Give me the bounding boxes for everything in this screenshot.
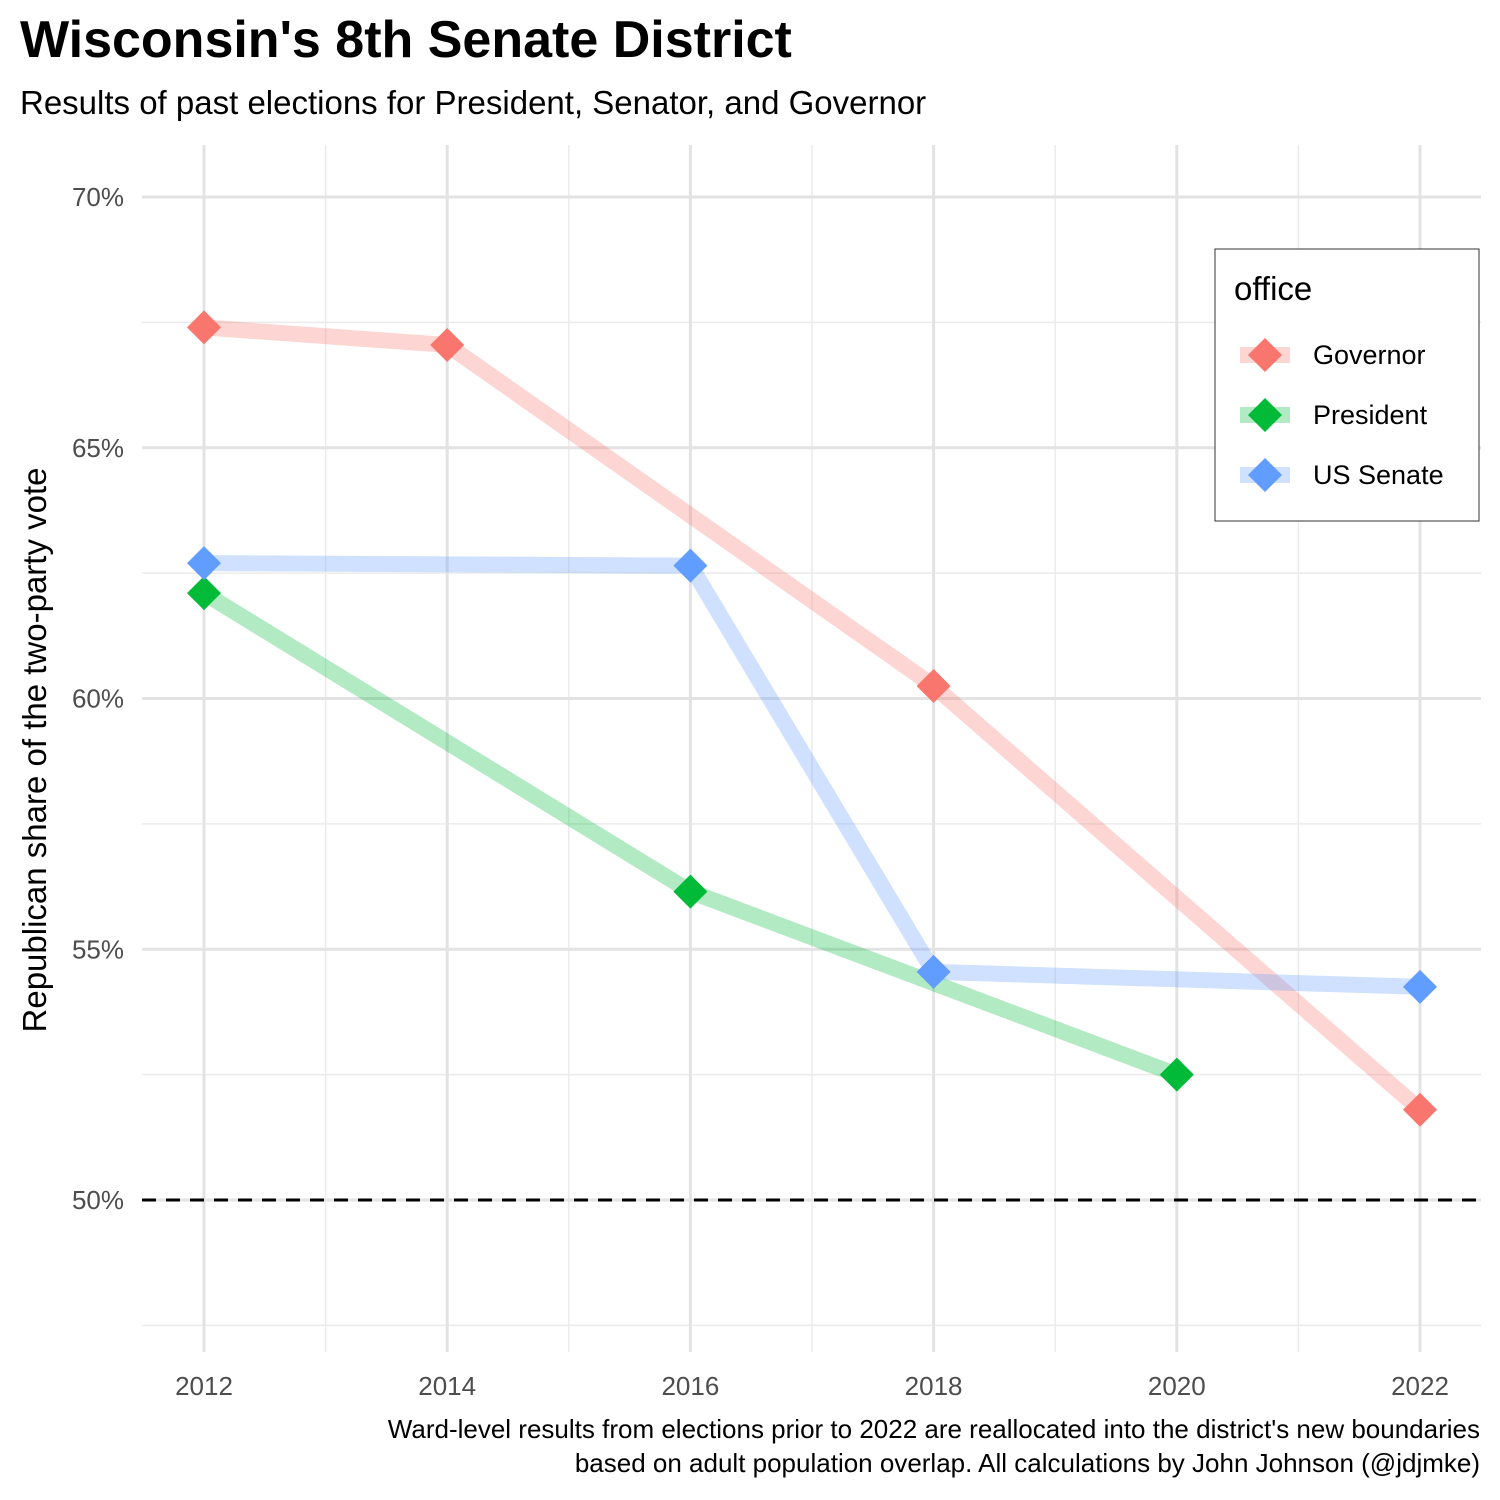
data-point-governor bbox=[1403, 1092, 1437, 1127]
series-line-us-senate bbox=[203, 555, 1421, 995]
data-point-us-senate bbox=[916, 954, 951, 989]
data-point-us-senate bbox=[1403, 969, 1437, 1004]
legend: office Governor President US Senate bbox=[1214, 248, 1480, 522]
data-point-president bbox=[1159, 1057, 1194, 1092]
y-axis-label: Republican share of the two-party vote bbox=[16, 468, 53, 1033]
y-tick-label: 65% bbox=[72, 433, 124, 463]
legend-key-marker-governor bbox=[1248, 338, 1282, 372]
y-tick-label: 70% bbox=[72, 182, 124, 212]
series-line-governor bbox=[203, 319, 1426, 1116]
x-tick-label: 2016 bbox=[661, 1371, 719, 1401]
data-point-president bbox=[187, 576, 221, 611]
data-point-us-senate bbox=[673, 548, 708, 583]
x-tick-label: 2018 bbox=[905, 1371, 963, 1401]
legend-title: office bbox=[1234, 270, 1312, 307]
legend-key-marker-president bbox=[1248, 398, 1282, 432]
x-tick-labels: 2012 2014 2016 2018 2020 2022 bbox=[175, 1371, 1449, 1401]
data-point-governor bbox=[430, 327, 465, 362]
y-tick-labels: 50% 55% 60% 65% 70% bbox=[72, 182, 124, 1215]
y-tick-label: 60% bbox=[72, 684, 124, 714]
legend-label-president: President bbox=[1313, 400, 1428, 430]
legend-items: Governor President US Senate bbox=[1240, 338, 1444, 492]
caption: Ward-level results from elections prior … bbox=[20, 1412, 1480, 1480]
chart-title: Wisconsin's 8th Senate District bbox=[20, 11, 792, 69]
x-tick-label: 2020 bbox=[1148, 1371, 1206, 1401]
legend-key-marker-us-senate bbox=[1248, 458, 1282, 492]
x-tick-label: 2022 bbox=[1391, 1371, 1449, 1401]
y-tick-label: 50% bbox=[72, 1185, 124, 1215]
legend-label-governor: Governor bbox=[1313, 340, 1426, 370]
y-tick-label: 55% bbox=[72, 934, 124, 964]
legend-label-us-senate: US Senate bbox=[1313, 460, 1444, 490]
caption-line-1: Ward-level results from elections prior … bbox=[387, 1414, 1480, 1444]
x-tick-label: 2012 bbox=[175, 1371, 233, 1401]
data-point-governor bbox=[187, 310, 221, 345]
series-points bbox=[187, 310, 1437, 1127]
data-point-governor bbox=[916, 668, 951, 703]
data-point-us-senate bbox=[187, 546, 221, 581]
x-tick-label: 2014 bbox=[418, 1371, 476, 1401]
chart-subtitle: Results of past elections for President,… bbox=[20, 84, 927, 121]
data-point-president bbox=[673, 874, 708, 909]
caption-line-2: based on adult population overlap. All c… bbox=[574, 1448, 1480, 1478]
